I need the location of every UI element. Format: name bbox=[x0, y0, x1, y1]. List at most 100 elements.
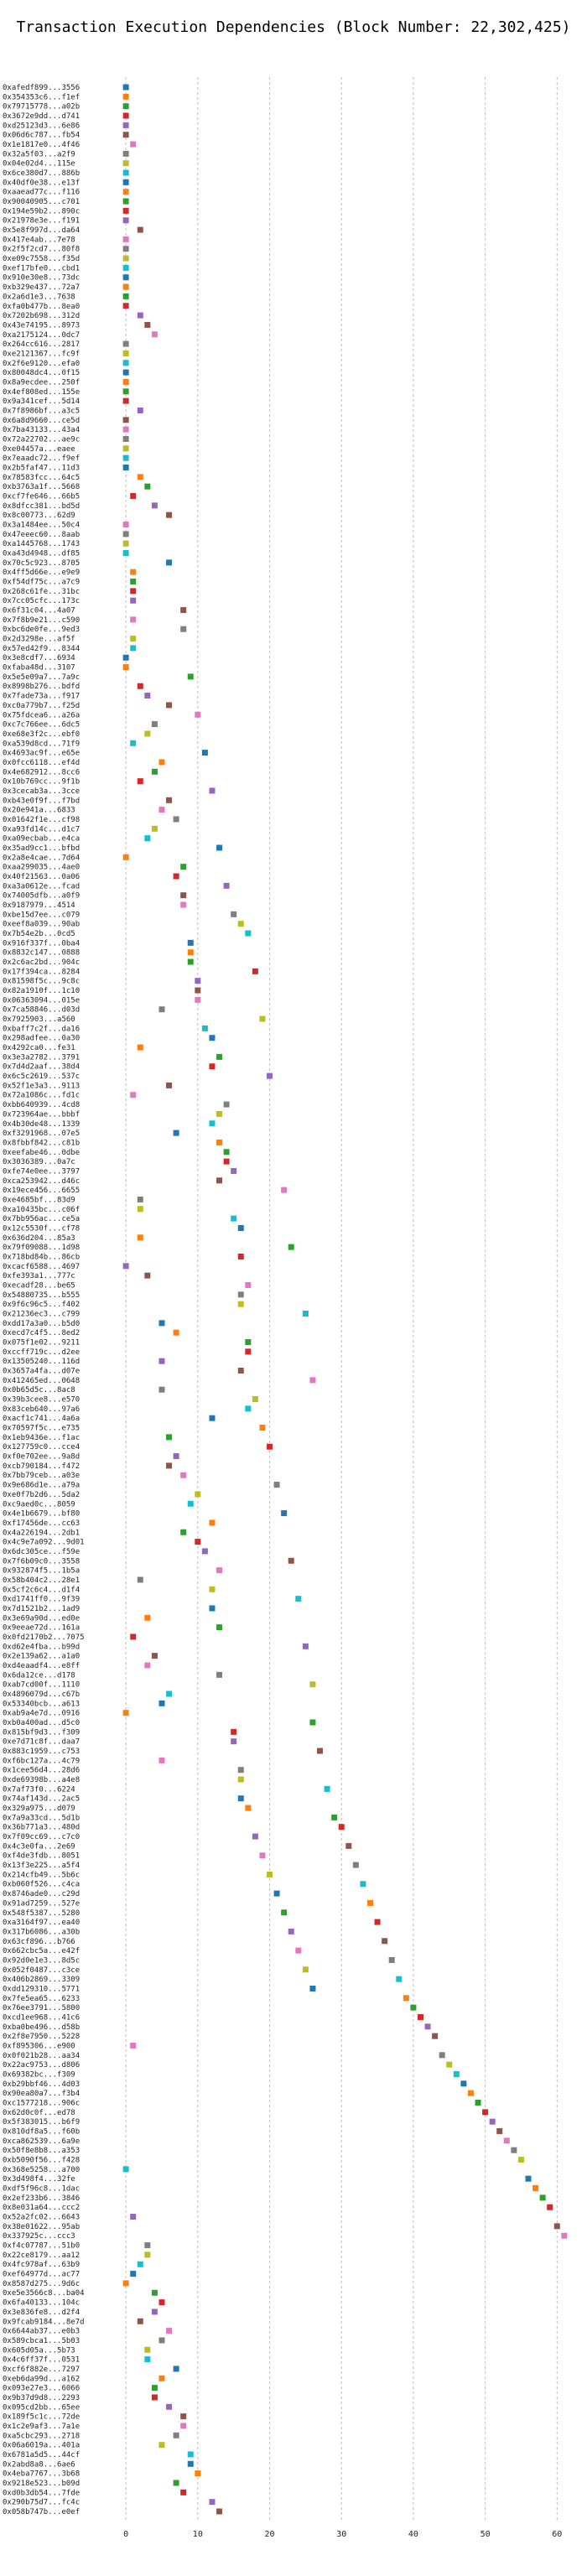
transaction-point bbox=[216, 1624, 223, 1631]
y-tick-label: 0xafedf899...3556 bbox=[3, 84, 80, 92]
transaction-point bbox=[122, 2280, 129, 2287]
transaction-point bbox=[180, 901, 187, 908]
y-tick-label: 0xbaff7c2f...da16 bbox=[3, 1025, 80, 1033]
y-tick-label: 0xeef8a039...90ab bbox=[3, 921, 80, 929]
y-tick-label: 0x662cbc5a...e42f bbox=[3, 1947, 80, 1955]
transaction-point bbox=[144, 483, 151, 490]
y-tick-label: 0x54880735...b555 bbox=[3, 1291, 80, 1300]
transaction-point bbox=[166, 2403, 173, 2410]
y-tick-label: 0x69382bc...f309 bbox=[3, 2070, 75, 2079]
y-tick-label: 0x0fd2170b2...7075 bbox=[3, 1633, 85, 1642]
transaction-point bbox=[209, 1415, 216, 1421]
y-tick-label: 0x7a9a33cd...5d1b bbox=[3, 1814, 80, 1822]
transaction-point bbox=[302, 1966, 309, 1973]
transaction-point bbox=[180, 1472, 187, 1478]
y-tick-label: 0x093e27e3...6066 bbox=[3, 2385, 80, 2393]
transaction-point bbox=[281, 1187, 288, 1193]
transaction-point bbox=[137, 778, 143, 785]
y-tick-label: 0x095cd2bb...65ee bbox=[3, 2403, 80, 2412]
transaction-point bbox=[173, 1329, 179, 1336]
y-tick-label: 0x91ad7259...527e bbox=[3, 1899, 80, 1908]
transaction-point bbox=[396, 1976, 403, 1982]
y-tick-label: 0x052f0487...c3ce bbox=[3, 1966, 80, 1975]
transaction-point bbox=[158, 1700, 165, 1706]
transaction-point bbox=[187, 949, 194, 956]
y-tick-label: 0x8c00773...62d9 bbox=[3, 512, 75, 520]
y-tick-label: 0x2d3298e...af5f bbox=[3, 636, 75, 644]
y-tick-label: 0x4c3e0fa...2e69 bbox=[3, 1842, 75, 1851]
transaction-point bbox=[122, 550, 129, 557]
y-tick-label: 0x90040905...c701 bbox=[3, 198, 80, 206]
transaction-point bbox=[122, 198, 129, 205]
y-tick-label: 0x01642f1e...cf98 bbox=[3, 816, 80, 824]
y-tick-label: 0xcacf6588...4697 bbox=[3, 1263, 80, 1271]
transaction-point bbox=[122, 150, 129, 157]
y-tick-label: 0x6a8d9660...ce5d bbox=[3, 417, 80, 425]
y-tick-label: 0x194e59b2...890c bbox=[3, 207, 80, 216]
y-tick-label: 0x4fc978af...63b9 bbox=[3, 2261, 80, 2269]
transaction-point bbox=[453, 2070, 460, 2077]
transaction-point bbox=[137, 1576, 143, 1583]
transaction-point bbox=[158, 2299, 165, 2306]
y-tick-label: 0xbe15d7ee...c079 bbox=[3, 911, 80, 919]
y-tick-label: 0x7ba43133...43a4 bbox=[3, 426, 80, 434]
y-tick-label: 0xa3a0612e...fcad bbox=[3, 882, 80, 891]
y-tick-label: 0x6ce380d7...886b bbox=[3, 169, 80, 178]
transaction-point bbox=[122, 540, 129, 547]
y-tick-label: 0xb43e0f9f...f7bd bbox=[3, 797, 80, 805]
transaction-point bbox=[173, 873, 179, 880]
transaction-point bbox=[245, 1348, 252, 1355]
transaction-point bbox=[122, 417, 129, 423]
transaction-point bbox=[122, 464, 129, 470]
transaction-point bbox=[122, 654, 129, 661]
y-tick-label: 0x317b6086...a30b bbox=[3, 1928, 80, 1936]
y-tick-label: 0xcb790184...f472 bbox=[3, 1462, 80, 1471]
transaction-point bbox=[166, 2328, 173, 2334]
data-points bbox=[122, 84, 568, 2515]
transaction-point bbox=[475, 2099, 481, 2106]
y-tick-label: 0x3672e9dd...d741 bbox=[3, 112, 80, 121]
transaction-point bbox=[267, 1871, 273, 1877]
y-tick-label: 0x417e4ab...7e78 bbox=[3, 236, 75, 244]
y-tick-label: 0x6644ab37...e0b3 bbox=[3, 2328, 80, 2336]
y-tick-label: 0x7eaadc72...f9ef bbox=[3, 454, 80, 463]
y-tick-label: 0xf4de3fdb...8051 bbox=[3, 1852, 80, 1861]
y-tick-label: 0xcf7fe646...66b5 bbox=[3, 493, 80, 501]
transaction-point bbox=[122, 369, 129, 376]
transaction-point bbox=[237, 1795, 244, 1802]
y-tick-label: 0x1eb9436e...f1ac bbox=[3, 1434, 80, 1442]
transaction-point bbox=[295, 1947, 302, 1954]
chart-title: Transaction Execution Dependencies (Bloc… bbox=[16, 18, 571, 36]
transaction-point bbox=[166, 1082, 173, 1088]
x-tick-label: 30 bbox=[336, 2530, 346, 2539]
y-tick-label: 0x1cee56d4...28d6 bbox=[3, 1767, 80, 1775]
y-tick-label: 0x4ff5d66e...e9e9 bbox=[3, 569, 80, 577]
y-tick-label: 0x189f5c1c...72de bbox=[3, 2413, 80, 2422]
y-tick-label: 0xb329e437...72a7 bbox=[3, 283, 80, 292]
transaction-point bbox=[352, 1862, 359, 1868]
transaction-point bbox=[231, 1215, 237, 1222]
y-tick-label: 0x10b769cc...9f1b bbox=[3, 778, 80, 787]
y-tick-label: 0x06a6019a...401a bbox=[3, 2442, 80, 2450]
transaction-point bbox=[122, 93, 129, 100]
y-tick-label: 0x47eeec60...8aab bbox=[3, 531, 80, 539]
transaction-point bbox=[180, 2413, 187, 2420]
transaction-point bbox=[130, 2271, 137, 2277]
y-tick-label: 0x50f8e8b8...a353 bbox=[3, 2147, 80, 2155]
transaction-point bbox=[180, 2489, 187, 2496]
transaction-point bbox=[122, 189, 129, 195]
y-tick-label: 0xf3291968...07e5 bbox=[3, 1130, 80, 1138]
transaction-point bbox=[309, 1719, 316, 1726]
transaction-point bbox=[187, 958, 194, 965]
transaction-point bbox=[281, 1510, 288, 1517]
transaction-point bbox=[201, 750, 208, 756]
transaction-point bbox=[173, 1453, 179, 1460]
y-tick-label: 0x0b65d5c...8ac8 bbox=[3, 1386, 75, 1394]
transaction-point bbox=[195, 1491, 201, 1498]
transaction-point bbox=[144, 1272, 151, 1279]
transaction-point bbox=[281, 1909, 288, 1916]
y-tick-label: 0xc9aed0c...8059 bbox=[3, 1500, 75, 1509]
transaction-point bbox=[158, 807, 165, 813]
y-tick-label: 0x4c9e7a092...9d01 bbox=[3, 1539, 85, 1547]
transaction-point bbox=[166, 702, 173, 709]
